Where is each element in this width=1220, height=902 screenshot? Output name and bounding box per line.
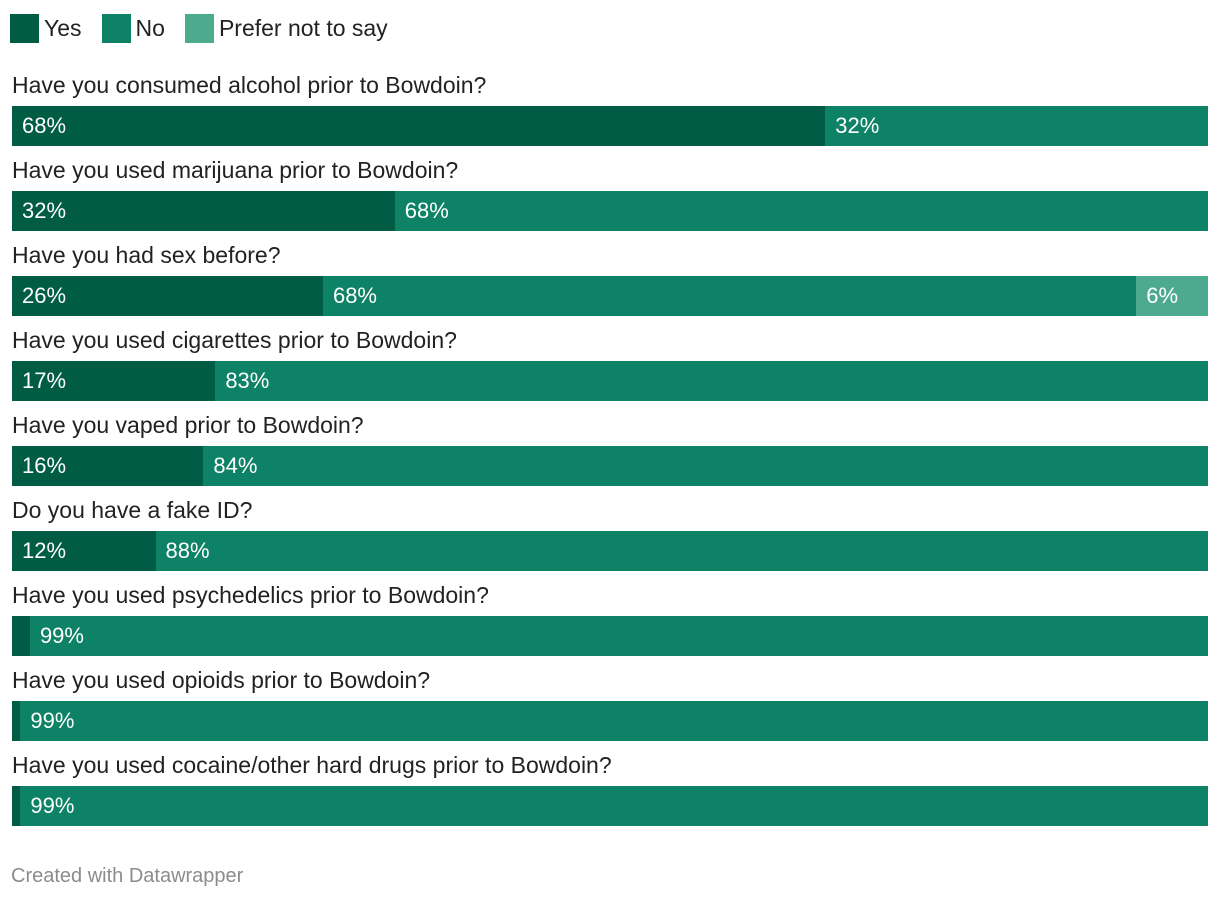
bar-segment-no: 68% — [394, 191, 1208, 231]
stacked-bar: 12% 88% — [12, 531, 1208, 571]
stacked-bar: 32% 68% — [12, 191, 1208, 231]
bar-segment-prefer-not-to-say: 6% — [1136, 276, 1208, 316]
data-label: 32% — [22, 198, 67, 223]
bar-segment-yes — [12, 616, 30, 656]
bar-row: Have you consumed alcohol prior to Bowdo… — [12, 68, 1208, 153]
question-label: Have you used cigarettes prior to Bowdoi… — [12, 327, 457, 353]
question-label: Do you have a fake ID? — [12, 497, 253, 523]
data-label: 6% — [1146, 283, 1179, 308]
question-label: Have you used psychedelics prior to Bowd… — [12, 582, 489, 608]
chart-legend: Yes No Prefer not to say — [10, 13, 408, 43]
bar-row: Have you used opioids prior to Bowdoin? 9… — [12, 663, 1208, 748]
data-label: 32% — [835, 113, 880, 138]
bar-segment-no: 99% — [29, 616, 1208, 656]
bar-segment-no: 32% — [825, 106, 1208, 146]
data-label: 12% — [22, 538, 67, 563]
data-label: 83% — [225, 368, 270, 393]
data-label: 68% — [332, 283, 377, 308]
bar-row: Have you had sex before? 26% 68% 6% — [12, 238, 1208, 323]
bar-row: Have you used psychedelics prior to Bowd… — [12, 578, 1208, 663]
stacked-bar-chart: Have you consumed alcohol prior to Bowdo… — [12, 68, 1208, 833]
bar-segment-yes: 26% — [12, 276, 323, 316]
legend-item-no: No — [101, 13, 165, 43]
bar-segment-no: 68% — [322, 276, 1137, 316]
stacked-bar: 26% 68% 6% — [12, 276, 1208, 316]
bar-row: Do you have a fake ID? 12% 88% — [12, 493, 1208, 578]
bar-segment-yes — [12, 786, 21, 826]
question-label: Have you used marijuana prior to Bowdoin… — [12, 157, 459, 183]
bar-row: Have you used marijuana prior to Bowdoin… — [12, 153, 1208, 238]
question-label: Have you had sex before? — [12, 242, 281, 268]
question-label: Have you consumed alcohol prior to Bowdo… — [12, 72, 487, 98]
bar-segment-no: 84% — [203, 446, 1208, 486]
bar-segment-yes: 12% — [12, 531, 156, 571]
bar-row: Have you used cigarettes prior to Bowdoi… — [12, 323, 1208, 408]
data-label: 99% — [30, 708, 75, 733]
data-label: 99% — [30, 793, 75, 818]
stacked-bar: 68% 32% — [12, 106, 1208, 146]
data-label: 84% — [213, 453, 258, 478]
legend-swatch-yes — [10, 13, 39, 43]
data-label: 16% — [22, 453, 67, 478]
legend-label-prefer-not-to-say: Prefer not to say — [218, 15, 388, 41]
data-label: 17% — [22, 368, 67, 393]
bar-segment-yes: 32% — [12, 191, 395, 231]
data-label: 88% — [165, 538, 210, 563]
legend-swatch-prefer-not-to-say — [184, 13, 214, 43]
question-label: Have you used opioids prior to Bowdoin? — [12, 667, 431, 693]
stacked-bar: 16% 84% — [12, 446, 1208, 486]
stacked-bar: 99% — [12, 786, 1208, 826]
data-label: 68% — [404, 198, 449, 223]
data-label: 68% — [22, 113, 67, 138]
bar-segment-yes — [12, 701, 21, 741]
datawrapper-credit: Created with Datawrapper — [11, 865, 244, 887]
bar-segment-yes: 17% — [12, 361, 216, 401]
bar-segment-no: 99% — [20, 701, 1208, 741]
question-label: Have you used cocaine/other hard drugs p… — [12, 752, 612, 778]
bar-segment-no: 88% — [155, 531, 1208, 571]
stacked-bar: 99% — [12, 616, 1208, 656]
legend-item-yes: Yes — [10, 13, 82, 43]
bar-segment-yes: 16% — [12, 446, 204, 486]
bar-segment-no: 83% — [215, 361, 1208, 401]
legend-swatch-no — [101, 13, 131, 43]
bar-segment-no: 99% — [20, 786, 1208, 826]
bar-segment-yes: 68% — [12, 106, 826, 146]
legend-item-prefer-not-to-say: Prefer not to say — [184, 13, 388, 43]
data-label: 26% — [22, 283, 67, 308]
stacked-bar: 17% 83% — [12, 361, 1208, 401]
legend-label-no: No — [135, 15, 165, 41]
stacked-bar: 99% — [12, 701, 1208, 741]
bar-row: Have you vaped prior to Bowdoin? 16% 84% — [12, 408, 1208, 493]
data-label: 99% — [39, 623, 84, 648]
question-label: Have you vaped prior to Bowdoin? — [12, 412, 364, 438]
bar-row: Have you used cocaine/other hard drugs p… — [12, 748, 1208, 833]
legend-label-yes: Yes — [44, 15, 82, 41]
